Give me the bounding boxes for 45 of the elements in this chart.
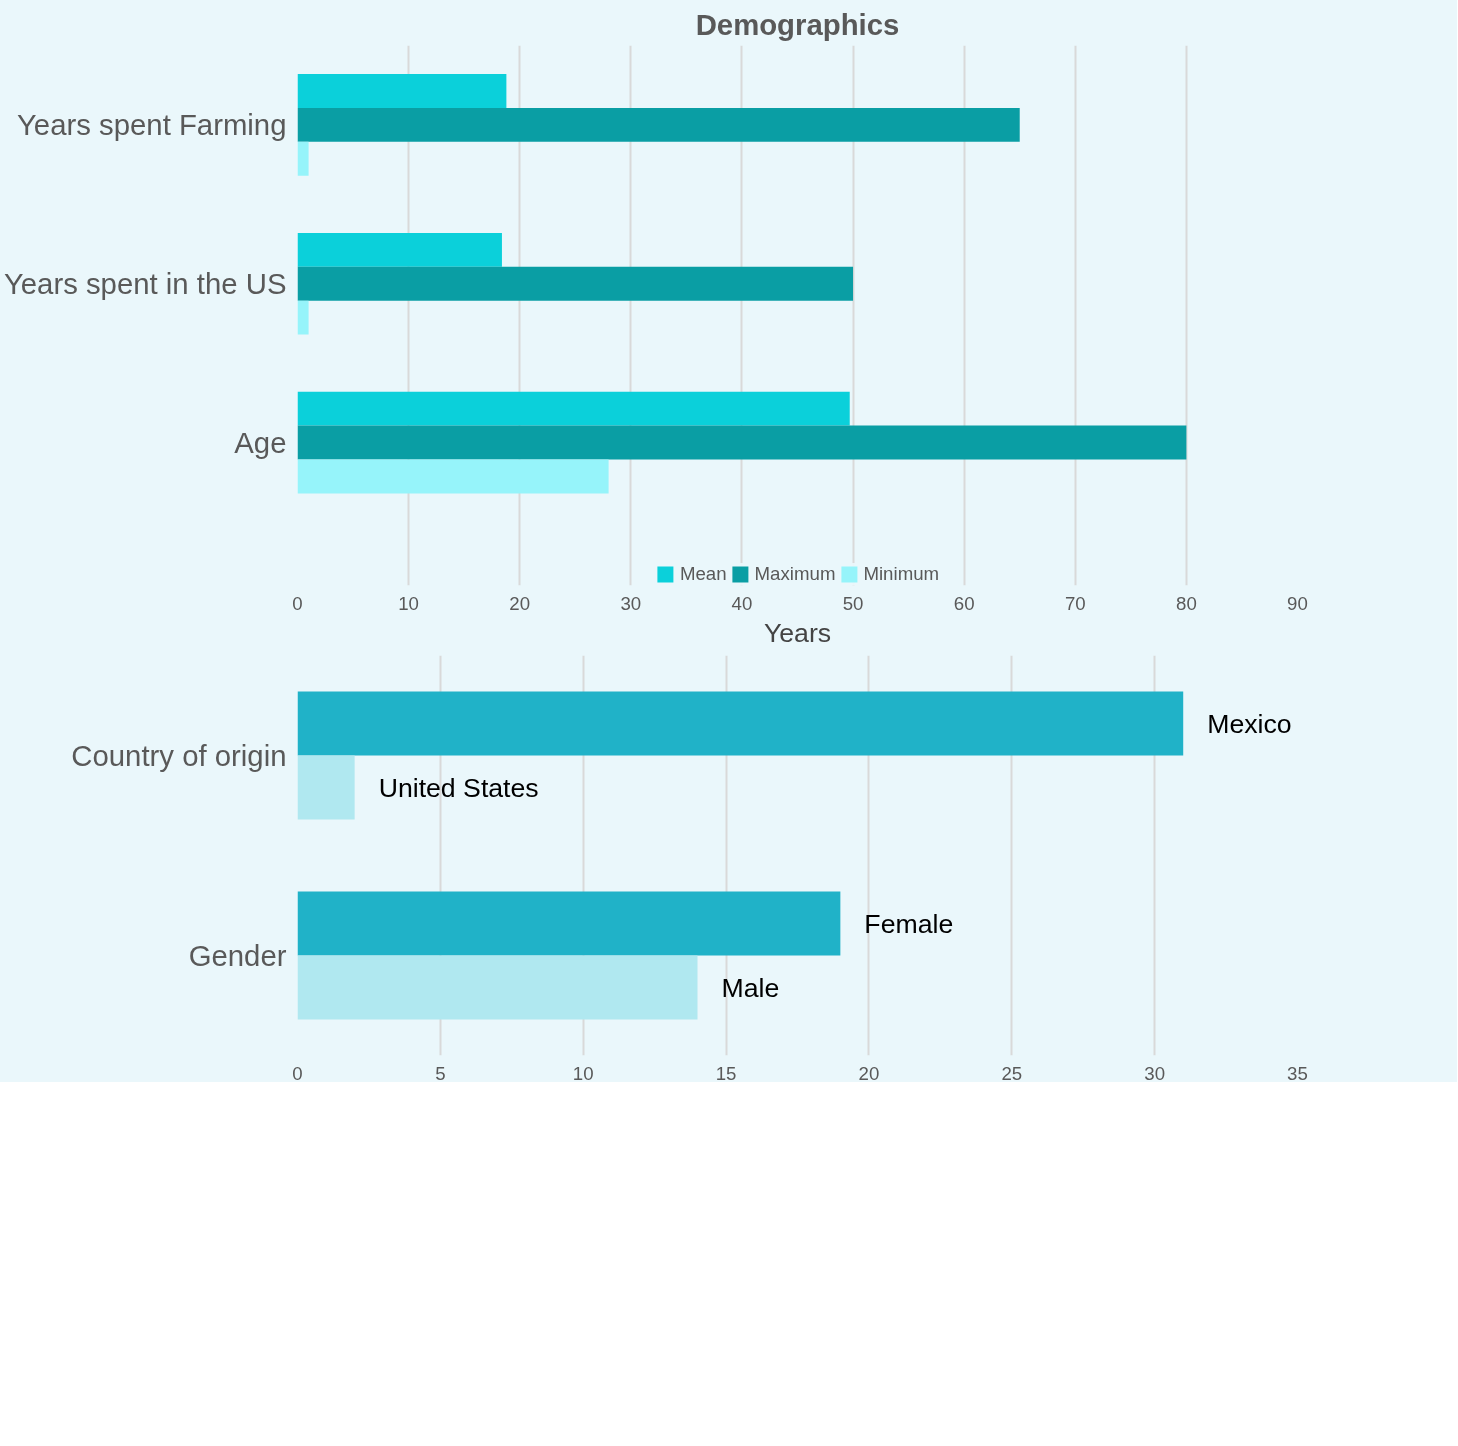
x-tick-label: 20: [509, 592, 531, 614]
x-tick-label: 35: [1287, 1062, 1308, 1084]
legend-label: Minimum: [863, 563, 940, 585]
data-label: Male: [721, 972, 780, 1003]
legend-label: Maximum: [754, 563, 836, 585]
legend-label: Mean: [679, 563, 727, 585]
y-tick-label: Years spent in the US: [3, 267, 287, 301]
bar: [297, 391, 850, 426]
bar: [297, 459, 609, 494]
x-tick-label: 90: [1287, 592, 1308, 614]
x-tick-label: 60: [953, 592, 975, 614]
bar: [297, 691, 1184, 756]
x-tick-label: 25: [1001, 1062, 1023, 1084]
x-tick-label: 40: [731, 592, 753, 614]
y-tick-label: Country of origin: [71, 739, 287, 772]
x-tick-label: 0: [292, 1062, 303, 1084]
bar: [297, 232, 502, 267]
x-tick-label: 50: [842, 592, 864, 614]
bar: [297, 300, 309, 335]
bar: [297, 891, 841, 956]
bar: [297, 141, 309, 176]
bar: [297, 425, 1187, 460]
bar: [297, 755, 355, 820]
data-label: United States: [378, 772, 539, 803]
x-tick-label: 10: [572, 1062, 594, 1084]
bar: [297, 266, 854, 301]
x-tick-label: 20: [858, 1062, 880, 1084]
x-tick-label: 10: [398, 592, 419, 614]
y-tick-label: Gender: [188, 939, 287, 972]
x-tick-label: 80: [1176, 592, 1197, 614]
data-label: Female: [864, 908, 954, 939]
x-tick-label: 30: [1144, 1062, 1166, 1084]
x-tick-label: 15: [715, 1062, 737, 1084]
bar: [297, 74, 507, 108]
y-tick-label: Age: [234, 426, 287, 460]
x-tick-label: 70: [1064, 592, 1086, 614]
data-label: Mexico: [1207, 708, 1292, 739]
y-tick-label: Years spent Farming: [16, 108, 287, 142]
x-tick-label: 30: [620, 592, 642, 614]
chart-title: Demographics: [695, 7, 900, 41]
x-tick-label: 5: [435, 1062, 446, 1084]
x-axis-title: Years: [763, 617, 832, 648]
bar: [297, 955, 698, 1020]
bar: [297, 107, 1020, 142]
x-tick-label: 0: [292, 592, 303, 614]
